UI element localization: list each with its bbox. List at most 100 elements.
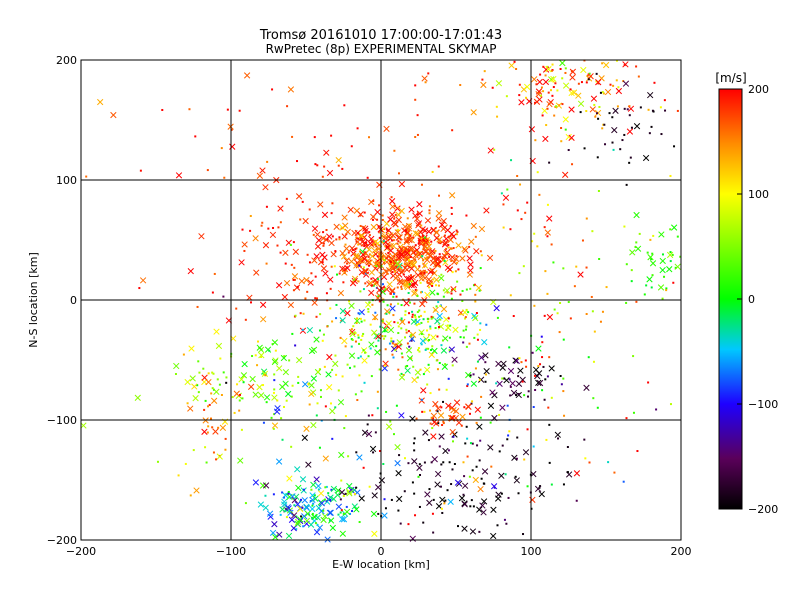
- data-point-dot: [440, 406, 443, 409]
- data-point-dot: [226, 108, 229, 111]
- y-tick-label: 0: [70, 294, 77, 307]
- data-point-dot: [370, 375, 373, 378]
- data-point-dot: [320, 419, 323, 422]
- data-point-dot: [394, 343, 397, 346]
- y-tick-label: 200: [56, 54, 77, 67]
- data-point-cross: [674, 263, 681, 270]
- data-point-dot: [417, 475, 420, 478]
- data-point-dot: [377, 339, 380, 342]
- data-point-dot: [475, 421, 478, 424]
- data-point-dot: [450, 288, 453, 291]
- data-point-dot: [222, 371, 225, 374]
- data-point-dot: [384, 287, 387, 290]
- data-point-cross: [398, 374, 406, 381]
- data-point-dot: [356, 399, 359, 402]
- data-point-cross: [347, 206, 354, 213]
- data-point-dot: [344, 243, 347, 246]
- data-point-cross: [595, 79, 602, 86]
- data-point-dot: [414, 84, 417, 87]
- data-point-dot: [392, 295, 395, 298]
- data-point-cross: [440, 305, 448, 313]
- data-point-dot: [409, 248, 412, 251]
- data-point-dot: [397, 240, 400, 243]
- data-point-dot: [371, 218, 374, 221]
- data-point-cross: [450, 406, 457, 414]
- data-point-dot: [609, 83, 612, 86]
- data-point-dot: [271, 88, 274, 91]
- data-point-dot: [212, 451, 215, 454]
- data-point-dot: [391, 271, 394, 274]
- data-point-cross: [449, 192, 456, 199]
- data-point-dot: [478, 459, 481, 462]
- data-point-dot: [543, 398, 546, 401]
- data-point-dot: [567, 301, 570, 304]
- data-point-cross: [271, 358, 279, 366]
- data-point-dot: [416, 133, 419, 136]
- data-point-dot: [404, 229, 407, 232]
- data-point-cross: [403, 237, 410, 244]
- data-point-cross: [187, 405, 194, 412]
- data-point-cross: [348, 302, 355, 309]
- data-point-dot: [478, 378, 481, 381]
- data-point-dot: [400, 285, 403, 288]
- data-point-dot: [284, 262, 287, 265]
- data-point-cross: [329, 407, 336, 415]
- data-point-dot: [235, 307, 238, 310]
- data-point-dot: [652, 234, 655, 237]
- data-point-cross: [387, 216, 394, 223]
- data-point-cross: [368, 289, 375, 296]
- data-point-cross: [327, 509, 334, 516]
- data-point-cross: [559, 59, 566, 67]
- data-point-cross: [335, 503, 343, 510]
- data-point-dot: [534, 389, 537, 392]
- data-point-dot: [638, 232, 641, 235]
- data-point-dot: [218, 383, 221, 386]
- data-point-cross: [295, 356, 303, 364]
- data-point-dot: [436, 292, 439, 295]
- data-point-dot: [422, 318, 425, 321]
- data-point-dot: [548, 161, 551, 164]
- data-point-dot: [393, 292, 396, 295]
- data-point-cross: [448, 346, 455, 353]
- data-point-dot: [244, 502, 247, 505]
- data-point-cross: [649, 260, 657, 267]
- data-point-cross: [430, 433, 437, 440]
- data-point-dot: [352, 249, 355, 252]
- data-point-dot: [416, 310, 419, 313]
- data-point-dot: [516, 209, 519, 212]
- data-point-cross: [633, 211, 640, 219]
- data-point-cross: [187, 267, 194, 275]
- data-point-dot: [474, 235, 477, 238]
- data-point-cross: [449, 254, 456, 261]
- data-point-cross: [369, 253, 376, 260]
- data-point-dot: [330, 265, 333, 268]
- data-point-dot: [448, 255, 451, 258]
- data-point-dot: [420, 237, 423, 240]
- data-point-dot: [506, 404, 509, 407]
- data-point-cross: [389, 287, 396, 294]
- data-point-cross: [308, 390, 315, 398]
- data-point-dot: [408, 283, 411, 286]
- data-point-dot: [364, 231, 367, 234]
- data-point-dot: [211, 426, 214, 429]
- data-point-dot: [643, 293, 646, 296]
- data-point-dot: [397, 332, 400, 335]
- data-point-dot: [427, 240, 430, 243]
- data-point-dot: [447, 235, 450, 238]
- data-point-dot: [440, 241, 443, 244]
- data-point-dot: [531, 240, 534, 243]
- data-point-cross: [486, 254, 494, 262]
- data-point-dot: [266, 160, 269, 163]
- data-point-dot: [639, 106, 642, 109]
- data-point-dot: [541, 341, 544, 344]
- data-point-dot: [501, 444, 504, 447]
- data-point-dot: [423, 310, 426, 313]
- data-point-cross: [280, 354, 288, 362]
- data-point-dot: [493, 148, 496, 151]
- data-point-dot: [329, 499, 332, 502]
- data-point-cross: [361, 255, 368, 263]
- data-point-dot: [459, 313, 462, 316]
- data-point-dot: [397, 206, 400, 209]
- data-point-cross: [570, 89, 578, 96]
- data-point-dot: [546, 107, 549, 110]
